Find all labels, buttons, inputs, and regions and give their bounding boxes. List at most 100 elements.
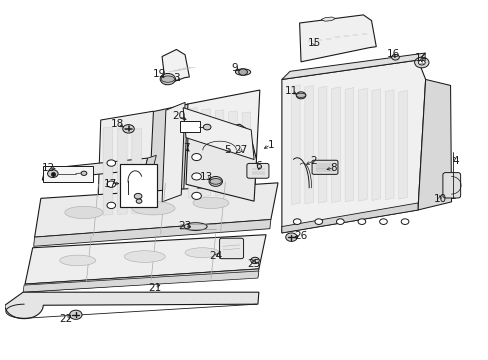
Polygon shape <box>24 269 258 292</box>
Polygon shape <box>281 60 425 233</box>
Polygon shape <box>228 111 237 194</box>
FancyBboxPatch shape <box>219 238 243 259</box>
Text: 1: 1 <box>267 140 274 150</box>
Text: 12: 12 <box>41 163 55 173</box>
Text: 15: 15 <box>307 38 320 48</box>
Circle shape <box>400 219 408 224</box>
Circle shape <box>418 60 424 65</box>
Polygon shape <box>132 129 141 214</box>
Polygon shape <box>371 89 380 201</box>
Polygon shape <box>299 15 376 62</box>
Polygon shape <box>281 53 425 80</box>
Text: 2: 2 <box>310 156 317 166</box>
Text: 9: 9 <box>231 63 238 73</box>
Polygon shape <box>281 203 417 233</box>
Text: 13: 13 <box>199 172 212 182</box>
Polygon shape <box>188 108 197 198</box>
Polygon shape <box>162 102 184 202</box>
Polygon shape <box>35 183 278 237</box>
Text: 3: 3 <box>173 73 180 83</box>
Text: 26: 26 <box>294 231 307 242</box>
Polygon shape <box>146 104 187 229</box>
Circle shape <box>379 219 386 224</box>
Polygon shape <box>417 80 450 210</box>
Polygon shape <box>162 49 189 85</box>
Circle shape <box>134 193 142 199</box>
Ellipse shape <box>193 197 228 208</box>
Circle shape <box>69 310 82 319</box>
Circle shape <box>191 192 201 199</box>
Circle shape <box>336 219 344 224</box>
Ellipse shape <box>161 76 174 82</box>
Polygon shape <box>103 127 112 215</box>
Polygon shape <box>202 109 210 197</box>
Ellipse shape <box>64 206 103 219</box>
FancyBboxPatch shape <box>442 172 460 198</box>
Circle shape <box>414 57 428 68</box>
Circle shape <box>107 160 115 166</box>
Polygon shape <box>398 90 407 199</box>
Polygon shape <box>181 90 259 222</box>
Circle shape <box>208 176 222 186</box>
FancyBboxPatch shape <box>42 166 92 182</box>
Text: 4: 4 <box>451 156 458 166</box>
Polygon shape <box>97 111 153 237</box>
Text: 24: 24 <box>209 251 222 261</box>
Circle shape <box>314 219 322 224</box>
Polygon shape <box>331 87 340 203</box>
Polygon shape <box>185 124 256 201</box>
Text: 14: 14 <box>414 53 427 63</box>
Circle shape <box>357 219 365 224</box>
Circle shape <box>47 170 58 177</box>
Ellipse shape <box>60 255 96 266</box>
Text: 17: 17 <box>103 179 117 189</box>
Ellipse shape <box>132 202 175 215</box>
Text: 22: 22 <box>60 314 73 324</box>
Circle shape <box>81 171 87 175</box>
Circle shape <box>285 233 297 242</box>
Text: 6: 6 <box>255 161 262 171</box>
Text: 21: 21 <box>147 283 161 293</box>
Circle shape <box>391 54 399 60</box>
Polygon shape <box>183 108 254 159</box>
Circle shape <box>191 173 201 180</box>
Circle shape <box>238 69 247 75</box>
Polygon shape <box>291 85 300 205</box>
Circle shape <box>203 124 210 130</box>
Circle shape <box>293 219 301 224</box>
Text: 18: 18 <box>111 118 124 129</box>
Ellipse shape <box>124 251 165 262</box>
Text: 11: 11 <box>284 86 298 96</box>
Ellipse shape <box>184 223 207 230</box>
Polygon shape <box>42 158 147 180</box>
Circle shape <box>296 92 305 99</box>
FancyBboxPatch shape <box>180 121 200 132</box>
Polygon shape <box>23 271 258 292</box>
Circle shape <box>122 125 134 133</box>
Text: 8: 8 <box>330 163 336 173</box>
Circle shape <box>250 257 259 264</box>
Polygon shape <box>304 85 313 204</box>
Text: 5: 5 <box>224 145 230 155</box>
Polygon shape <box>385 90 393 200</box>
Polygon shape <box>321 17 335 21</box>
Polygon shape <box>5 292 258 319</box>
Text: 16: 16 <box>386 49 399 59</box>
Ellipse shape <box>184 248 219 258</box>
Text: 20: 20 <box>172 112 185 121</box>
Text: 7: 7 <box>183 143 189 153</box>
Ellipse shape <box>235 69 250 75</box>
Polygon shape <box>34 220 270 246</box>
Circle shape <box>107 202 115 208</box>
Polygon shape <box>25 235 265 284</box>
Circle shape <box>160 73 175 85</box>
Polygon shape <box>117 128 127 215</box>
Circle shape <box>191 154 201 161</box>
Ellipse shape <box>209 179 221 184</box>
Polygon shape <box>242 112 250 193</box>
Polygon shape <box>215 110 224 195</box>
Text: 23: 23 <box>178 221 191 231</box>
Polygon shape <box>318 86 326 203</box>
Ellipse shape <box>296 93 305 98</box>
Circle shape <box>107 181 115 188</box>
